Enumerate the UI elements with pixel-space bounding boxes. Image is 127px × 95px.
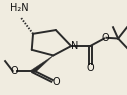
Text: O: O (52, 77, 60, 87)
Text: H₂N: H₂N (10, 3, 28, 13)
Text: N: N (71, 41, 78, 51)
Text: O: O (102, 33, 109, 43)
Text: O: O (11, 66, 18, 76)
Text: O: O (86, 63, 94, 73)
Polygon shape (31, 55, 53, 73)
